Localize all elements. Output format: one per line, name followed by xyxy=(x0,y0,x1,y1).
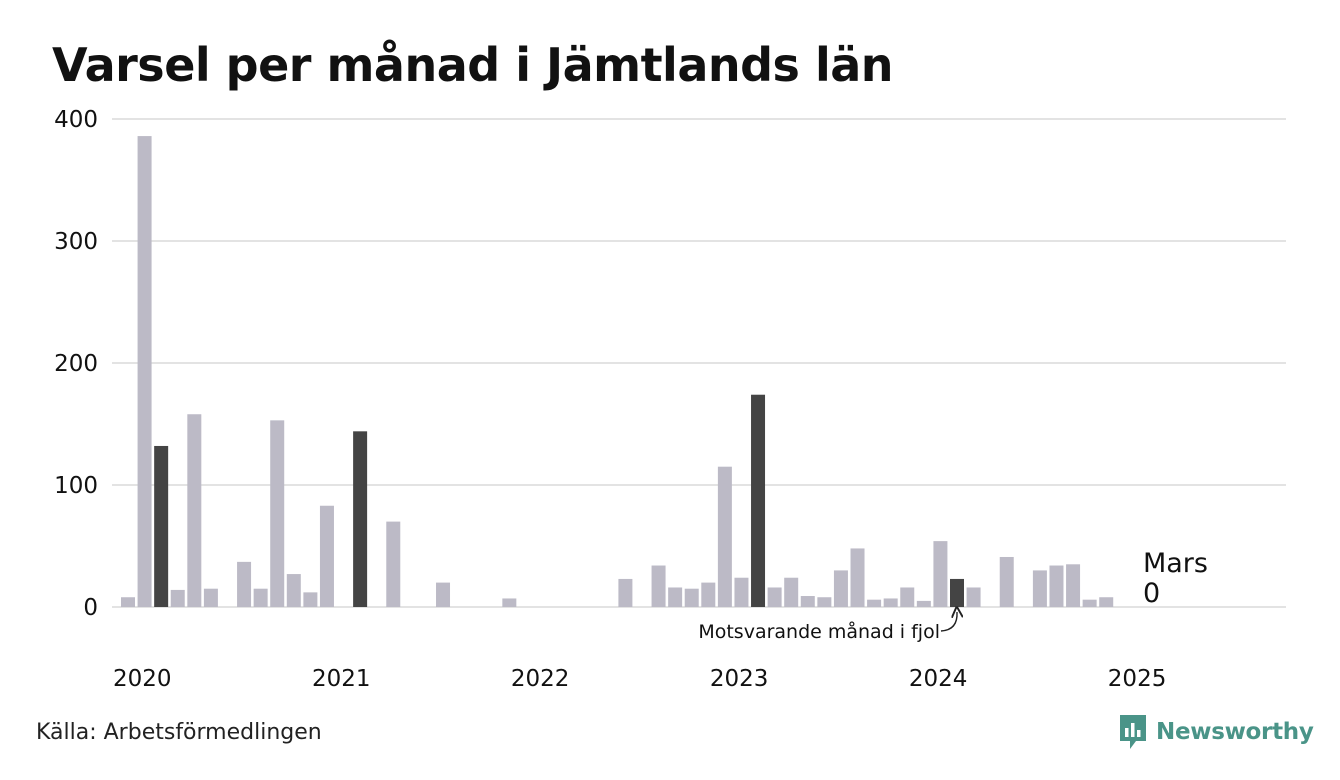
bar-2024-12 xyxy=(1099,597,1114,607)
bar-2024-09 xyxy=(1049,565,1064,607)
bar-2020-05 xyxy=(187,414,202,607)
bar-2020-03 xyxy=(154,445,169,607)
bar-2023-11 xyxy=(883,598,898,607)
bar-2020-09 xyxy=(253,588,268,607)
y-tick-label: 300 xyxy=(54,229,98,255)
bar-2023-12 xyxy=(900,587,915,607)
bar-2023-03 xyxy=(751,394,766,607)
x-tick-label-2024: 2024 xyxy=(909,666,968,692)
bar-2023-10 xyxy=(867,599,882,607)
bar-2024-04 xyxy=(966,587,981,607)
bar-2023-01 xyxy=(717,466,732,607)
x-tick-label-2023: 2023 xyxy=(710,666,769,692)
bar-2024-06 xyxy=(999,556,1014,607)
bar-2023-04 xyxy=(767,587,782,607)
gridlines xyxy=(112,118,1286,608)
chart-title: Varsel per månad i Jämtlands län xyxy=(52,38,894,92)
bar-chart: 0 100 200 300 400 2020 2021 2022 2023 2024 2025 M… xyxy=(54,107,1286,692)
bar-2022-12 xyxy=(701,582,716,607)
current-month-label: Mars xyxy=(1143,548,1208,579)
newsworthy-logo-icon xyxy=(1120,715,1146,749)
bar-2020-04 xyxy=(170,589,185,607)
x-tick-label-2020: 2020 xyxy=(113,666,172,692)
bars xyxy=(121,136,1114,607)
bar-2020-06 xyxy=(203,588,218,607)
y-tick-label: 400 xyxy=(54,107,98,133)
bar-2024-01 xyxy=(916,600,931,607)
bar-2020-10 xyxy=(270,420,285,607)
bar-2021-08 xyxy=(436,582,451,607)
bar-2024-02 xyxy=(933,541,948,607)
bar-2021-05 xyxy=(386,521,401,607)
bar-2023-02 xyxy=(734,577,749,607)
bar-2021-12 xyxy=(502,598,517,607)
bar-2020-12 xyxy=(303,592,318,607)
x-tick-label-2022: 2022 xyxy=(511,666,570,692)
bar-2023-09 xyxy=(850,548,865,607)
current-month-value: 0 xyxy=(1143,578,1160,609)
bar-2021-03 xyxy=(353,431,368,607)
x-tick-label-2025: 2025 xyxy=(1108,666,1167,692)
bar-2024-10 xyxy=(1066,564,1081,607)
y-axis-tick-labels: 0 100 200 300 400 xyxy=(54,107,98,621)
bar-2024-08 xyxy=(1032,570,1047,607)
newsworthy-logo-text: Newsworthy xyxy=(1156,719,1314,745)
bar-2022-10 xyxy=(668,587,683,607)
bar-2024-03 xyxy=(950,578,964,607)
bar-2022-07 xyxy=(618,578,633,607)
annotation-previous-year-text: Motsvarande månad i fjol xyxy=(698,620,940,643)
bar-2020-01 xyxy=(121,597,135,607)
bar-2022-09 xyxy=(651,565,666,607)
source-note: Källa: Arbetsförmedlingen xyxy=(36,720,322,745)
y-tick-label: 0 xyxy=(83,595,98,621)
y-tick-label: 100 xyxy=(54,473,98,499)
bar-2023-07 xyxy=(817,597,832,607)
bar-2020-08 xyxy=(237,561,252,607)
y-tick-label: 200 xyxy=(54,351,98,377)
bar-2022-11 xyxy=(684,588,699,607)
bar-2024-11 xyxy=(1082,599,1097,607)
newsworthy-logo: Newsworthy xyxy=(1118,713,1314,751)
bar-2023-06 xyxy=(800,596,815,607)
x-tick-label-2021: 2021 xyxy=(312,666,371,692)
bar-2021-01 xyxy=(319,505,334,607)
x-axis-tick-labels: 2020 2021 2022 2023 2024 2025 xyxy=(113,666,1166,692)
bar-2020-11 xyxy=(286,574,301,607)
bar-2020-02 xyxy=(137,136,152,607)
annotation-arrow xyxy=(940,612,957,632)
bar-2023-05 xyxy=(784,577,799,607)
bar-2023-08 xyxy=(833,570,848,607)
